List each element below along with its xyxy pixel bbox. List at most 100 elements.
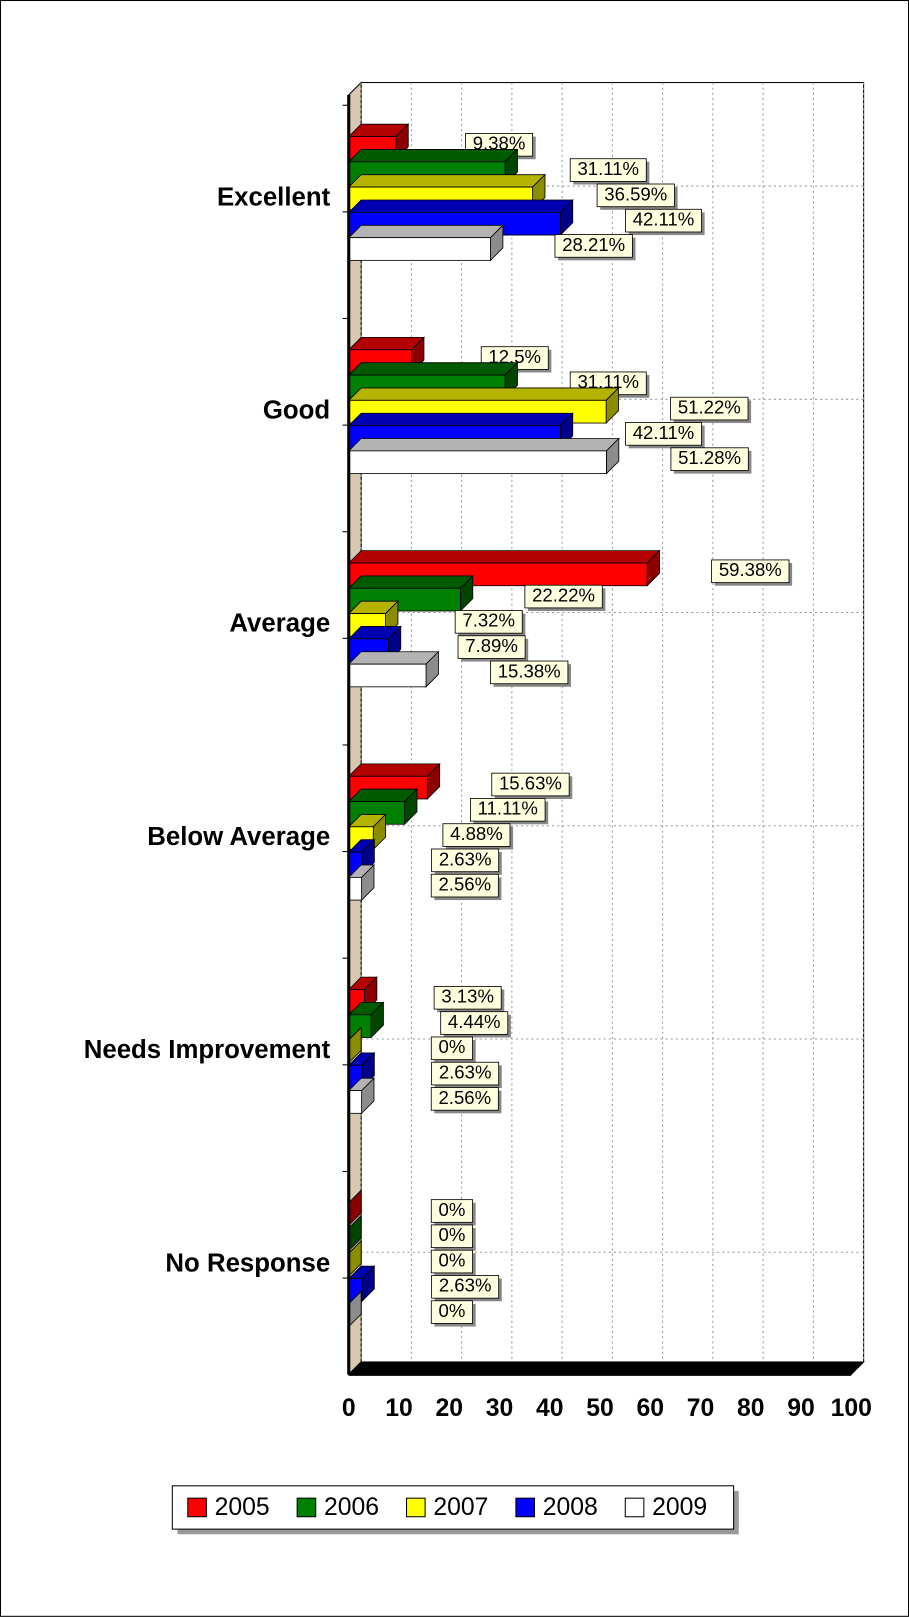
value-label: 3.13% — [441, 986, 494, 1007]
value-label-box — [430, 873, 499, 898]
bar-top — [347, 651, 440, 665]
value-label: 0% — [439, 1199, 466, 1220]
value-label-box — [470, 798, 546, 822]
value-label-box — [491, 772, 570, 797]
bar — [347, 1001, 385, 1039]
value-label-box — [596, 183, 675, 208]
value-label: 11.11% — [478, 798, 538, 819]
bar — [347, 437, 620, 475]
value-label-box — [430, 1224, 473, 1249]
value-label-box — [554, 234, 633, 258]
bar-top — [347, 412, 574, 427]
value-label-box — [454, 610, 523, 634]
value-label: 9.38% — [473, 133, 526, 154]
value-label-box — [524, 584, 603, 609]
value-label: 31.11% — [577, 371, 639, 392]
value-label: 59.38% — [719, 559, 782, 580]
x-tick-label: 40 — [536, 1395, 564, 1422]
value-label: 22.22% — [532, 584, 595, 605]
value-label-box — [430, 1036, 473, 1061]
bar-top — [347, 550, 661, 564]
legend-label: 2007 — [433, 1494, 488, 1521]
value-label: 2.56% — [438, 874, 491, 895]
value-label-box — [670, 447, 749, 471]
x-tick-label: 0 — [342, 1395, 356, 1422]
value-label-box — [430, 1199, 473, 1223]
value-label: 15.63% — [499, 772, 562, 793]
bar — [347, 549, 661, 587]
bar — [347, 224, 504, 262]
value-label: 51.28% — [678, 447, 741, 468]
x-tick-label: 80 — [737, 1395, 765, 1422]
floor — [347, 1361, 865, 1375]
legend-swatch — [296, 1497, 317, 1518]
value-label: 2.63% — [439, 1275, 492, 1296]
value-label: 4.44% — [448, 1011, 501, 1032]
y-tick-label: Average — [229, 610, 330, 638]
x-tick-label: 20 — [435, 1395, 463, 1422]
value-label: 0% — [439, 1249, 466, 1270]
value-label-box — [457, 635, 526, 659]
bar-top — [347, 763, 441, 777]
value-label: 12.5% — [488, 346, 541, 367]
bar-top — [347, 336, 425, 351]
bar-top — [347, 575, 474, 589]
bar-front — [348, 450, 607, 475]
value-label: 31.11% — [577, 158, 639, 179]
value-label: 51.22% — [678, 396, 741, 417]
value-label-box — [430, 1300, 473, 1324]
value-label: 4.88% — [450, 823, 503, 844]
value-label-box — [711, 559, 790, 584]
value-label: 0% — [439, 1300, 466, 1321]
bar-top — [347, 199, 574, 213]
value-label: 42.11% — [633, 209, 695, 230]
value-label-box — [670, 396, 749, 421]
x-tick-label: 60 — [636, 1395, 664, 1422]
value-label: 15.38% — [498, 660, 561, 681]
legend-label: 2006 — [324, 1494, 379, 1521]
bar-front — [348, 876, 363, 901]
x-tick-label: 70 — [687, 1395, 715, 1422]
left-wall — [348, 81, 362, 1376]
value-label: 0% — [439, 1224, 466, 1245]
x-tick-label: 100 — [831, 1395, 872, 1422]
bar-front — [348, 237, 491, 261]
x-tick-label: 10 — [385, 1395, 413, 1422]
bar-top — [347, 224, 504, 239]
value-label: 2.63% — [439, 848, 492, 869]
y-tick-label: Excellent — [217, 183, 331, 211]
value-label: 7.32% — [462, 610, 515, 631]
value-label-box — [431, 1061, 500, 1086]
legend-swatch — [187, 1497, 207, 1518]
y-tick-label: Below Average — [147, 823, 330, 851]
legend-label: 2009 — [652, 1494, 707, 1521]
value-label-box — [569, 158, 647, 182]
value-label: 28.21% — [562, 234, 625, 255]
value-label-box — [625, 208, 702, 233]
value-label: 36.59% — [604, 183, 667, 204]
bar-top — [347, 149, 519, 163]
value-label-box — [430, 1249, 473, 1274]
x-tick-label: 90 — [787, 1395, 815, 1422]
value-label-box — [625, 422, 702, 446]
value-label-box — [433, 985, 502, 1010]
value-label: 2.56% — [438, 1087, 491, 1108]
legend-label: 2005 — [215, 1494, 270, 1521]
legend-swatch — [624, 1497, 645, 1518]
value-label-box — [442, 823, 511, 847]
value-label-box — [430, 1087, 499, 1111]
legend-label: 2008 — [543, 1494, 598, 1521]
y-tick-label: No Response — [165, 1249, 330, 1277]
value-label: 2.63% — [439, 1061, 492, 1082]
legend: 2005 2006 2007 2008 2009 — [171, 1485, 739, 1535]
bar-top — [347, 438, 620, 452]
value-label-box — [431, 1275, 500, 1299]
legend-swatch — [406, 1497, 426, 1518]
bar — [347, 650, 440, 688]
bar — [347, 1265, 376, 1303]
bar-top — [347, 387, 620, 401]
value-label-box — [490, 660, 569, 685]
y-tick-label: Needs Improvement — [84, 1036, 331, 1064]
